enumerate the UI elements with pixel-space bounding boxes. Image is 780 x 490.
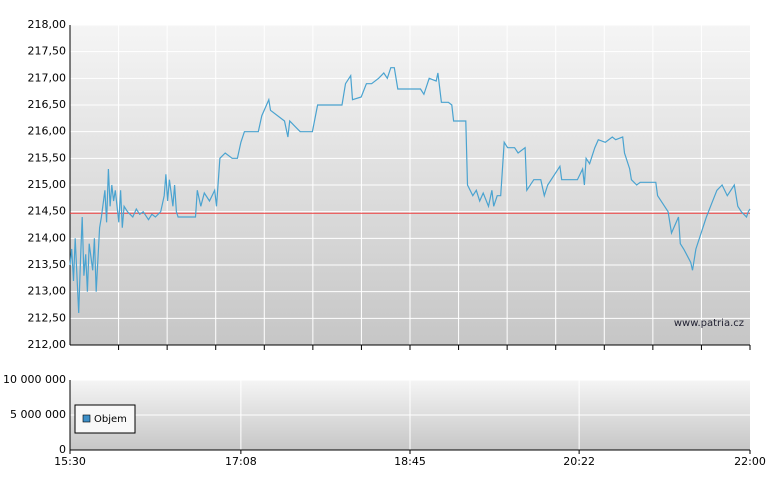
price-line <box>69 67 751 314</box>
y-tick-label: 216,50 <box>28 98 67 111</box>
watermark: www.patria.cz <box>674 318 744 329</box>
y-tick-label: 217,50 <box>28 45 67 58</box>
x-tick-label: 20:22 <box>563 455 595 468</box>
y-tick-label: 5 000 000 <box>10 408 66 421</box>
y-tick-label: 214,50 <box>28 205 67 218</box>
x-tick-label: 18:45 <box>394 455 426 468</box>
y-tick-label: 214,00 <box>28 231 67 244</box>
x-tick-label: 15:30 <box>54 455 86 468</box>
x-tick-label: 22:00 <box>734 455 766 468</box>
y-tick-label: 212,50 <box>28 311 67 324</box>
y-tick-label: 215,50 <box>28 151 67 164</box>
y-tick-label: 10 000 000 <box>3 373 66 386</box>
y-tick-label: 213,50 <box>28 258 67 271</box>
legend-label: Objem <box>94 414 127 425</box>
y-tick-label: 217,00 <box>28 71 67 84</box>
y-tick-label: 213,00 <box>28 285 67 298</box>
y-tick-label: 216,00 <box>28 125 67 138</box>
y-tick-label: 218,00 <box>28 18 67 31</box>
legend-swatch <box>82 414 91 423</box>
y-tick-label: 212,00 <box>28 338 67 351</box>
y-tick-label: 0 <box>59 443 66 456</box>
y-tick-label: 215,00 <box>28 178 67 191</box>
x-tick-label: 17:08 <box>225 455 257 468</box>
